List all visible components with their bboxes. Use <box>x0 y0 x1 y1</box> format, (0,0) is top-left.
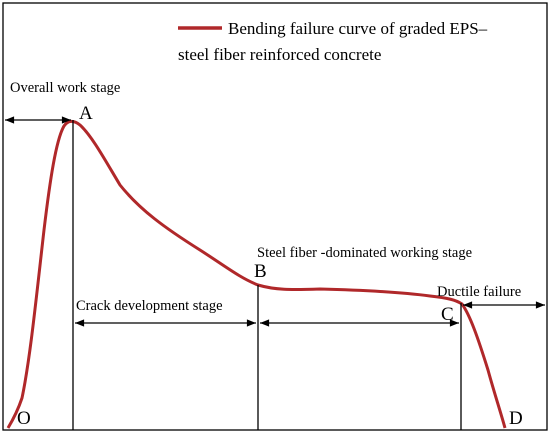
curve <box>6 119 507 429</box>
stage-label: Overall work stage <box>10 80 120 96</box>
stage-label: Steel fiber -dominated working stage <box>257 245 472 261</box>
point-label: B <box>254 261 267 282</box>
stage-label: Crack development stage <box>76 298 223 314</box>
point-label: A <box>79 103 93 124</box>
legend-text: Bending failure curve of graded EPS– <box>228 19 488 38</box>
frame <box>2 2 548 431</box>
point-label: D <box>509 408 523 429</box>
point-label: O <box>17 408 31 429</box>
legend-text: steel fiber reinforced concrete <box>178 45 381 64</box>
point-label: C <box>441 304 454 325</box>
stage-label: Ductile failure <box>437 284 521 300</box>
